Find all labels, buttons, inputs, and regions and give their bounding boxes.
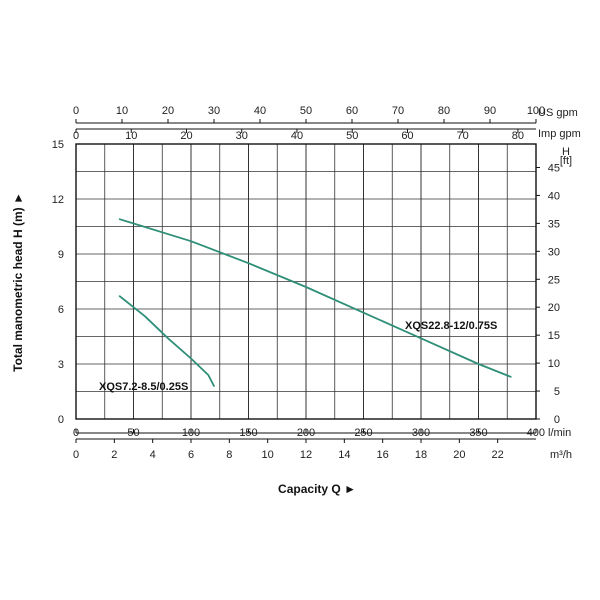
- top-us-gpm-unit-label: US gpm: [538, 107, 578, 119]
- tick-label-imp-gpm: 30: [236, 130, 248, 142]
- tick-label-head-ft: 5: [554, 386, 560, 398]
- tick-label-us-gpm: 50: [300, 105, 312, 117]
- tick-label-m3h: 8: [226, 449, 232, 461]
- right-ft-unit-line: [ft]: [560, 155, 572, 167]
- tick-label-head-m: 0: [58, 414, 64, 426]
- tick-label-m3h: 20: [453, 449, 465, 461]
- tick-label-imp-gpm: 40: [291, 130, 303, 142]
- right-ft-unit-label: H [ft]: [560, 146, 572, 167]
- tick-label-lmin: 300: [412, 427, 430, 439]
- series-curve-1: [118, 218, 512, 378]
- tick-label-lmin: 50: [127, 427, 139, 439]
- tick-label-head-ft: 15: [548, 330, 560, 342]
- tick-label-us-gpm: 70: [392, 105, 404, 117]
- tick-label-m3h: 2: [111, 449, 117, 461]
- tick-label-us-gpm: 0: [73, 105, 79, 117]
- tick-label-head-ft: 35: [548, 218, 560, 230]
- tick-label-head-ft: 10: [548, 358, 560, 370]
- tick-label-imp-gpm: 60: [401, 130, 413, 142]
- bottom-m3h-unit-label: m³/h: [550, 449, 572, 461]
- tick-label-us-gpm: 90: [484, 105, 496, 117]
- tick-label-us-gpm: 30: [208, 105, 220, 117]
- tick-label-lmin: 250: [354, 427, 372, 439]
- tick-label-us-gpm: 80: [438, 105, 450, 117]
- tick-label-head-ft: 0: [554, 414, 560, 426]
- tick-label-m3h: 6: [188, 449, 194, 461]
- tick-label-head-ft: 30: [548, 246, 560, 258]
- tick-label-head-m: 12: [52, 194, 64, 206]
- tick-label-us-gpm: 60: [346, 105, 358, 117]
- tick-label-head-m: 3: [58, 359, 64, 371]
- tick-label-head-ft: 20: [548, 302, 560, 314]
- tick-label-m3h: 22: [492, 449, 504, 461]
- tick-label-us-gpm: 40: [254, 105, 266, 117]
- tick-label-head-ft: 25: [548, 274, 560, 286]
- tick-label-m3h: 0: [73, 449, 79, 461]
- tick-label-imp-gpm: 70: [457, 130, 469, 142]
- tick-label-m3h: 4: [150, 449, 156, 461]
- tick-label-head-ft: 40: [548, 190, 560, 202]
- tick-label-lmin: 200: [297, 427, 315, 439]
- series-label-xqs22-8: XQS22.8-12/0.75S: [405, 320, 497, 332]
- tick-label-m3h: 14: [338, 449, 350, 461]
- tick-label-us-gpm: 100: [527, 105, 545, 117]
- tick-label-lmin: 0: [73, 427, 79, 439]
- tick-label-imp-gpm: 50: [346, 130, 358, 142]
- tick-label-m3h: 12: [300, 449, 312, 461]
- y-axis-title: Total manometric head H (m) ►: [11, 192, 25, 372]
- right-ft-unit-line: H: [562, 146, 570, 158]
- tick-label-head-m: 15: [52, 139, 64, 151]
- tick-label-head-m: 6: [58, 304, 64, 316]
- grid: [76, 144, 536, 419]
- series-curve-0: [118, 295, 215, 387]
- tick-label-lmin: 100: [182, 427, 200, 439]
- tick-label-lmin: 150: [239, 427, 257, 439]
- tick-label-imp-gpm: 0: [73, 130, 79, 142]
- tick-label-head-m: 9: [58, 249, 64, 261]
- series-layer: [118, 218, 512, 387]
- tick-label-m3h: 10: [262, 449, 274, 461]
- tick-label-imp-gpm: 20: [180, 130, 192, 142]
- bottom-lmin-unit-label: l/min: [548, 427, 571, 439]
- plot-border: [75, 143, 537, 420]
- top-imp-gpm-unit-label: Imp gpm: [538, 128, 581, 140]
- tick-label-imp-gpm: 10: [125, 130, 137, 142]
- tick-label-m3h: 16: [377, 449, 389, 461]
- tick-label-imp-gpm: 80: [512, 130, 524, 142]
- tick-label-m3h: 18: [415, 449, 427, 461]
- x-axis-title: Capacity Q ►: [278, 482, 356, 496]
- tick-label-us-gpm: 10: [116, 105, 128, 117]
- tick-label-lmin: 350: [469, 427, 487, 439]
- tick-label-us-gpm: 20: [162, 105, 174, 117]
- series-label-xqs7-2: XQS7.2-8.5/0.25S: [99, 381, 188, 393]
- tick-label-lmin: 400: [527, 427, 545, 439]
- tick-label-head-ft: 45: [548, 162, 560, 174]
